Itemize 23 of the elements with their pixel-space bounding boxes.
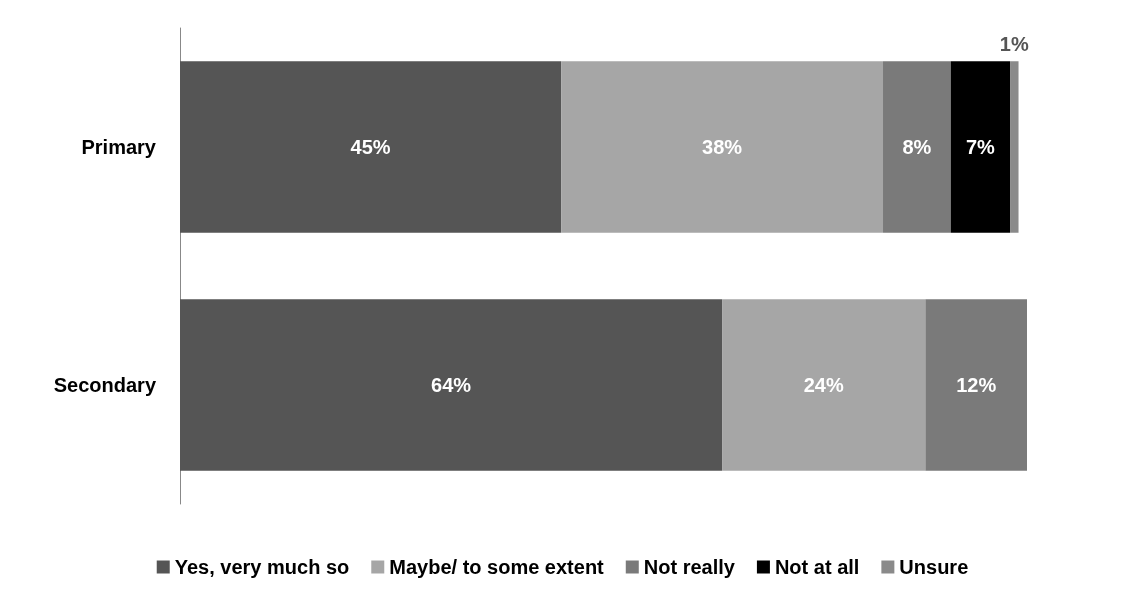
- bar: [925, 299, 1027, 471]
- bar: [883, 61, 951, 233]
- data-label: 24%: [803, 374, 844, 396]
- bar: [722, 299, 926, 471]
- bar: [950, 61, 1011, 233]
- bar: [561, 61, 884, 233]
- bar: [180, 61, 562, 233]
- data-label: 64%: [431, 374, 472, 396]
- data-label: 8%: [902, 136, 932, 158]
- bar: [1010, 61, 1019, 233]
- data-label: 45%: [350, 136, 391, 158]
- legend-label: Unsure: [899, 556, 969, 578]
- data-label: 7%: [965, 136, 996, 158]
- legend-label: Not at all: [774, 556, 860, 578]
- legend-label: Not really: [643, 556, 736, 578]
- data-label: 38%: [702, 136, 743, 158]
- legend-label: Yes, very much so: [174, 556, 350, 578]
- bar: [180, 299, 723, 471]
- legend-label: Maybe/ to some extent: [389, 556, 605, 578]
- data-label: 12%: [956, 374, 997, 396]
- y-tick-label: Secondary: [53, 374, 157, 396]
- data-label: 1%: [999, 33, 1029, 56]
- y-tick-label: Primary: [81, 136, 157, 158]
